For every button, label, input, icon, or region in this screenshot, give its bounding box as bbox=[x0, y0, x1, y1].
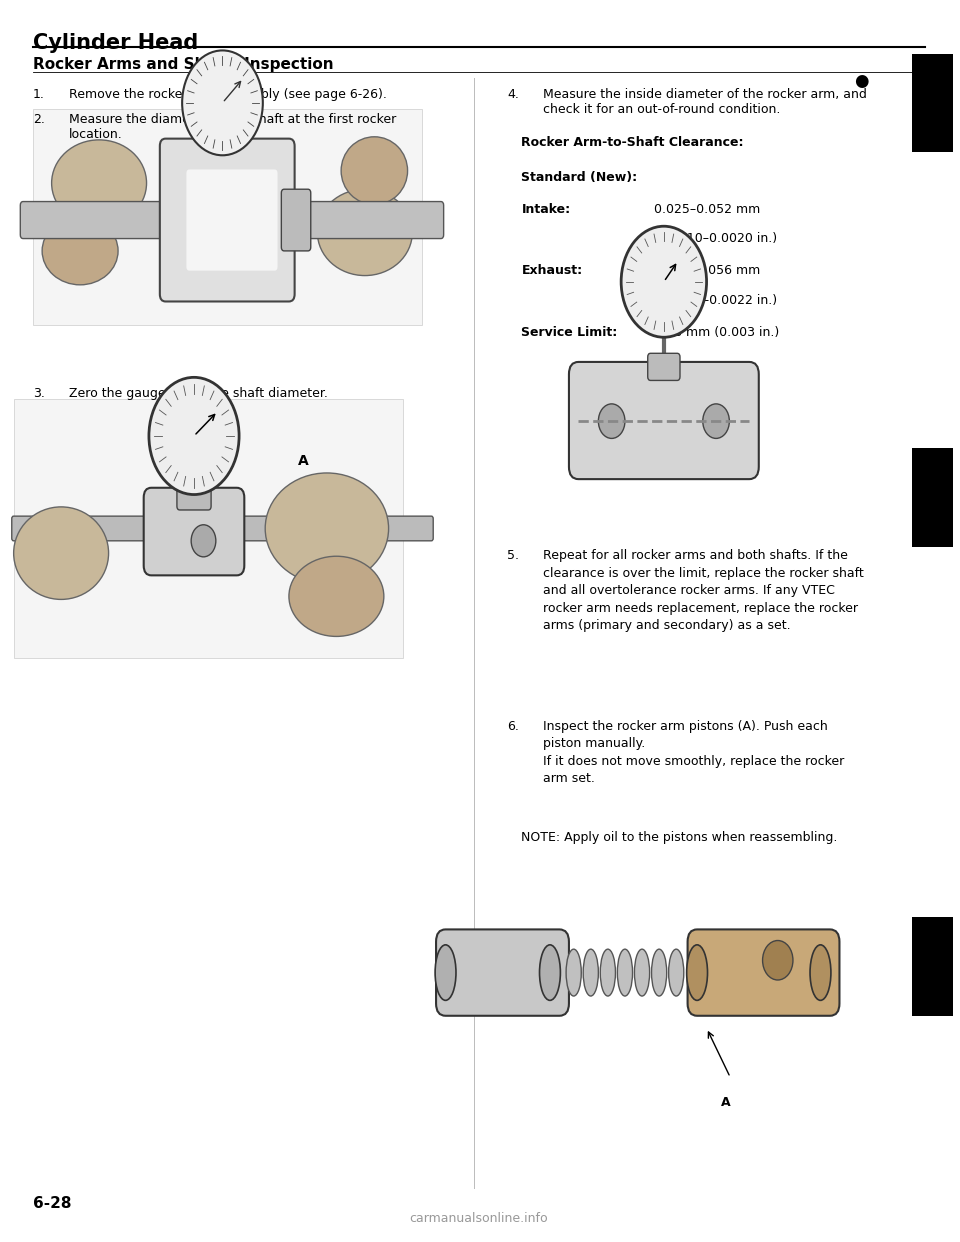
Text: Measure the diameter of the shaft at the first rocker
location.: Measure the diameter of the shaft at the… bbox=[69, 113, 396, 140]
FancyBboxPatch shape bbox=[569, 361, 758, 479]
Text: A: A bbox=[299, 453, 309, 468]
FancyBboxPatch shape bbox=[13, 399, 403, 658]
Ellipse shape bbox=[635, 949, 650, 996]
FancyBboxPatch shape bbox=[687, 929, 839, 1016]
Text: Zero the gauge (A) to the shaft diameter.: Zero the gauge (A) to the shaft diameter… bbox=[69, 386, 327, 400]
Text: Measure the inside diameter of the rocker arm, and
check it for an out-of-round : Measure the inside diameter of the rocke… bbox=[543, 88, 867, 116]
FancyBboxPatch shape bbox=[912, 917, 955, 1016]
FancyBboxPatch shape bbox=[12, 517, 433, 540]
Ellipse shape bbox=[149, 378, 239, 494]
Ellipse shape bbox=[42, 217, 118, 284]
Text: 5.: 5. bbox=[507, 549, 519, 563]
Text: Service Limit:: Service Limit: bbox=[521, 327, 617, 339]
Ellipse shape bbox=[668, 949, 684, 996]
FancyBboxPatch shape bbox=[186, 169, 277, 271]
Text: Standard (New):: Standard (New): bbox=[521, 170, 637, 184]
FancyBboxPatch shape bbox=[436, 929, 569, 1016]
Ellipse shape bbox=[703, 404, 730, 438]
Circle shape bbox=[762, 940, 793, 980]
Ellipse shape bbox=[540, 945, 561, 1000]
Text: A: A bbox=[721, 1095, 731, 1109]
Ellipse shape bbox=[600, 949, 615, 996]
Ellipse shape bbox=[435, 945, 456, 1000]
Text: Inspect the rocker arm pistons (A). Push each
piston manually.
If it does not mo: Inspect the rocker arm pistons (A). Push… bbox=[543, 719, 845, 785]
Text: Repeat for all rocker arms and both shafts. If the
clearance is over the limit, : Repeat for all rocker arms and both shaf… bbox=[543, 549, 864, 632]
Circle shape bbox=[191, 525, 216, 556]
Ellipse shape bbox=[289, 556, 384, 636]
Ellipse shape bbox=[617, 949, 633, 996]
Text: carmanualsonline.info: carmanualsonline.info bbox=[410, 1212, 548, 1226]
Text: Intake:: Intake: bbox=[521, 202, 570, 216]
FancyBboxPatch shape bbox=[144, 488, 244, 575]
Text: 0.08 mm (0.003 in.): 0.08 mm (0.003 in.) bbox=[655, 327, 780, 339]
Ellipse shape bbox=[52, 140, 147, 226]
Ellipse shape bbox=[182, 51, 263, 155]
FancyBboxPatch shape bbox=[912, 53, 955, 153]
Text: Cylinder Head: Cylinder Head bbox=[33, 32, 198, 52]
Text: 2.: 2. bbox=[33, 113, 44, 125]
Ellipse shape bbox=[652, 949, 666, 996]
Ellipse shape bbox=[583, 949, 598, 996]
Text: 3.: 3. bbox=[33, 386, 44, 400]
FancyBboxPatch shape bbox=[159, 139, 295, 302]
Text: 0.025–0.052 mm: 0.025–0.052 mm bbox=[655, 202, 760, 216]
Text: Remove the rocker arm assembly (see page 6-26).: Remove the rocker arm assembly (see page… bbox=[69, 88, 387, 101]
FancyBboxPatch shape bbox=[648, 353, 680, 380]
Text: 0.018–0.056 mm: 0.018–0.056 mm bbox=[655, 265, 760, 277]
FancyBboxPatch shape bbox=[20, 201, 444, 238]
FancyBboxPatch shape bbox=[912, 448, 955, 546]
Ellipse shape bbox=[621, 226, 707, 338]
Text: Rocker Arm-to-Shaft Clearance:: Rocker Arm-to-Shaft Clearance: bbox=[521, 137, 744, 149]
Ellipse shape bbox=[566, 949, 582, 996]
Text: ●: ● bbox=[853, 72, 868, 89]
Text: Exhaust:: Exhaust: bbox=[521, 265, 583, 277]
Text: 4.: 4. bbox=[507, 88, 519, 101]
Ellipse shape bbox=[810, 945, 831, 1000]
Text: Rocker Arms and Shafts Inspection: Rocker Arms and Shafts Inspection bbox=[33, 57, 333, 72]
Text: 1.: 1. bbox=[33, 88, 44, 101]
FancyBboxPatch shape bbox=[281, 189, 311, 251]
Text: 6.: 6. bbox=[507, 719, 519, 733]
Text: 6-28: 6-28 bbox=[33, 1196, 71, 1211]
Ellipse shape bbox=[318, 189, 413, 276]
FancyBboxPatch shape bbox=[33, 109, 421, 325]
Ellipse shape bbox=[13, 507, 108, 600]
Ellipse shape bbox=[598, 404, 625, 438]
Text: (0.0010–0.0020 in.): (0.0010–0.0020 in.) bbox=[655, 232, 778, 246]
Ellipse shape bbox=[265, 473, 389, 584]
FancyBboxPatch shape bbox=[177, 481, 211, 510]
Text: NOTE: Apply oil to the pistons when reassembling.: NOTE: Apply oil to the pistons when reas… bbox=[521, 831, 838, 843]
Ellipse shape bbox=[686, 945, 708, 1000]
Ellipse shape bbox=[341, 137, 408, 205]
Text: (0.0007–0.0022 in.): (0.0007–0.0022 in.) bbox=[655, 294, 778, 307]
